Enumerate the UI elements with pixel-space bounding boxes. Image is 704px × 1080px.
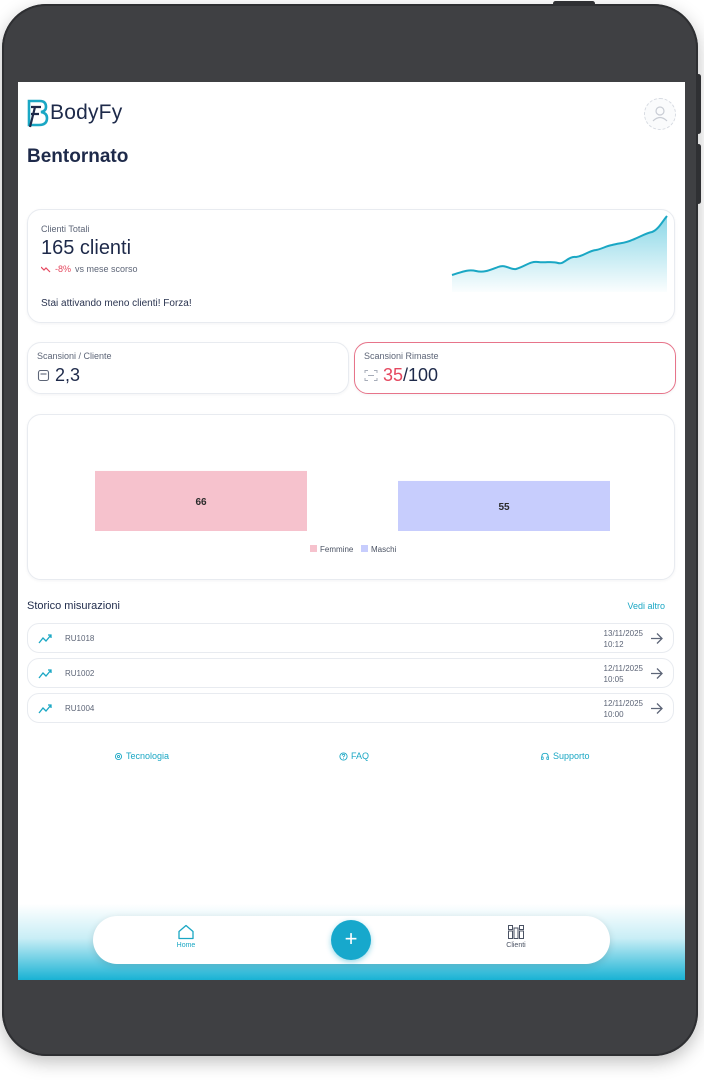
scansioni-rimaste-row: 35/100: [364, 365, 438, 386]
scansioni-cliente-card[interactable]: Scansioni / Cliente 2,3: [27, 342, 349, 394]
help-circle-icon: [339, 751, 348, 761]
vedi-altro-link[interactable]: Vedi altro: [627, 601, 665, 611]
storico-row-2[interactable]: RU1004 12/11/2025 10:00: [27, 693, 674, 723]
clienti-sparkline: [451, 215, 668, 292]
storico-datetime: 13/11/2025 10:12: [604, 628, 643, 650]
faq-label: FAQ: [351, 751, 370, 761]
trend-value: -8%: [55, 264, 72, 274]
storico-code: RU1018: [65, 634, 95, 643]
legend-swatch: [310, 545, 317, 552]
gender-bar-chart: 66 Femmine 55 Maschi: [95, 470, 610, 554]
volume-up-button: [696, 74, 701, 134]
storico-code: RU1002: [65, 669, 95, 678]
nav-clienti-label: Clienti: [506, 942, 526, 949]
clients-grid-icon: [508, 925, 524, 939]
document-icon: [37, 369, 50, 382]
scansioni-rimaste-label: Scansioni Rimaste: [364, 351, 439, 361]
legend-swatch: [361, 545, 368, 552]
scansioni-rimaste-used: 35: [383, 365, 404, 385]
trend-up-icon: [38, 669, 52, 679]
clienti-message: Stai attivando meno clienti! Forza!: [41, 298, 192, 309]
storico-title: Storico misurazioni: [27, 600, 120, 612]
faq-link[interactable]: FAQ: [339, 751, 369, 761]
storico-time: 10:05: [603, 675, 624, 684]
app-screen: BodyFy Bentornato Clienti Totali 165 cli…: [18, 82, 685, 980]
arrow-right-icon[interactable]: [650, 702, 663, 715]
bodyfy-logo-icon: [27, 99, 49, 128]
power-button: [553, 1, 595, 6]
trend-row: -8% vs mese scorso: [41, 264, 138, 274]
add-button[interactable]: +: [331, 920, 371, 960]
storico-date: 12/11/2025: [603, 664, 643, 673]
bar-value-label: 55: [498, 502, 510, 513]
clienti-totali-label: Clienti Totali: [41, 224, 90, 234]
bar-femmine[interactable]: [95, 470, 307, 531]
storico-datetime: 12/11/2025 10:05: [604, 663, 643, 685]
gear-icon: [114, 752, 123, 760]
trend-down-icon: [41, 266, 51, 272]
supporto-label: Supporto: [553, 751, 590, 761]
trend-up-icon: [38, 704, 52, 714]
supporto-link[interactable]: Supporto: [540, 751, 590, 761]
sparkline-line: [451, 215, 668, 276]
gender-chart-card: 66 Femmine 55 Maschi: [27, 414, 675, 580]
trend-up-icon: [38, 634, 52, 644]
scansioni-rimaste-total: /100: [403, 365, 439, 385]
sparkline-area: [452, 216, 667, 292]
volume-down-button: [696, 144, 701, 204]
storico-time: 10:00: [603, 710, 624, 719]
nav-home-label: Home: [176, 942, 196, 949]
app-header: BodyFy: [26, 98, 676, 134]
clienti-totali-card[interactable]: Clienti Totali 165 clienti -8% vs mese s…: [27, 209, 675, 323]
home-icon: [178, 924, 194, 940]
trend-text: vs mese scorso: [75, 264, 138, 274]
storico-time: 10:12: [603, 640, 624, 649]
page-title: Bentornato: [27, 146, 129, 167]
bottom-nav: Home + Clienti: [93, 916, 610, 964]
scansioni-cliente-row: 2,3: [37, 365, 80, 386]
bar-maschi[interactable]: [398, 480, 610, 531]
tecnologia-link[interactable]: Tecnologia: [114, 751, 169, 761]
scansioni-rimaste-card[interactable]: Scansioni Rimaste 35/100: [354, 342, 676, 394]
avatar[interactable]: [644, 98, 676, 130]
storico-code: RU1004: [65, 704, 95, 713]
nav-clienti[interactable]: Clienti: [496, 924, 536, 949]
scan-icon: [364, 370, 378, 381]
scansioni-cliente-value: 2,3: [55, 365, 81, 385]
clienti-totali-value: 165 clienti: [41, 237, 132, 259]
storico-date: 13/11/2025: [603, 629, 643, 638]
legend-label[interactable]: Maschi: [371, 545, 397, 554]
scansioni-cliente-label: Scansioni / Cliente: [37, 351, 112, 361]
user-icon: [652, 106, 668, 122]
storico-row-1[interactable]: RU1002 12/11/2025 10:05: [27, 658, 674, 688]
storico-date: 12/11/2025: [603, 699, 643, 708]
storico-datetime: 12/11/2025 10:00: [604, 698, 643, 720]
headset-icon: [540, 752, 550, 760]
nav-home[interactable]: Home: [166, 924, 206, 949]
storico-row-0[interactable]: RU1018 13/11/2025 10:12: [27, 623, 674, 653]
tecnologia-label: Tecnologia: [126, 751, 170, 761]
bar-value-label: 66: [195, 497, 207, 508]
legend-label[interactable]: Femmine: [320, 545, 354, 554]
arrow-right-icon[interactable]: [650, 632, 663, 645]
brand-name: BodyFy: [50, 101, 123, 124]
arrow-right-icon[interactable]: [650, 667, 663, 680]
